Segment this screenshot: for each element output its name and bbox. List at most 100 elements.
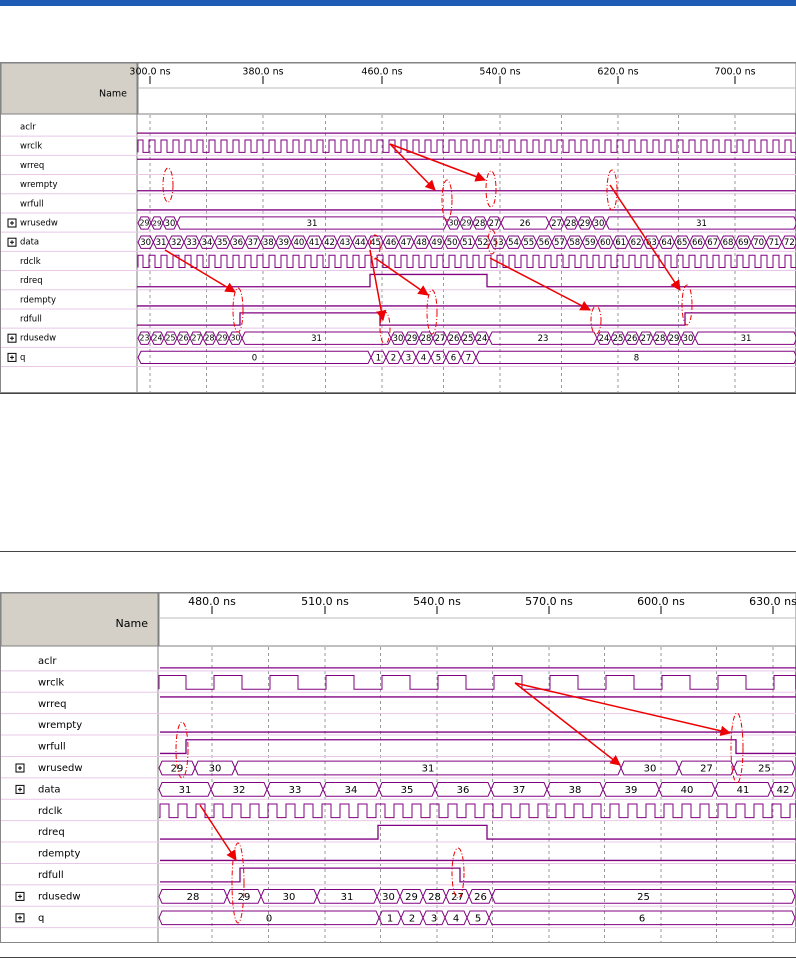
bus-value: 25 — [758, 764, 771, 775]
signal-name: wrusedw — [38, 763, 83, 774]
time-tick-label: 630.0 ns — [749, 595, 796, 608]
signal-name: rdclk — [20, 257, 41, 267]
highlight-ellipse — [606, 169, 618, 211]
bus-value: 67 — [707, 238, 718, 248]
expand-plus — [10, 336, 14, 341]
bus-value: 6 — [639, 913, 645, 924]
clock-wave — [137, 254, 796, 269]
signal-name: data — [20, 238, 39, 248]
annotation-arrow — [369, 249, 387, 322]
highlight-ellipse — [232, 287, 244, 333]
bus-value: 28 — [205, 334, 215, 343]
time-tick-label: 540.0 ns — [413, 595, 461, 608]
time-tick-label: 380.0 ns — [242, 67, 283, 78]
signal-name: rdclk — [38, 806, 63, 817]
bus-value: 24 — [599, 333, 610, 343]
annotation-arrow — [389, 143, 436, 191]
bus-value: 34 — [345, 785, 358, 796]
name-header-label: Name — [116, 617, 149, 630]
bus-value: 7 — [466, 353, 471, 363]
highlight-ellipse — [231, 842, 245, 924]
bus-value: 24 — [153, 334, 163, 343]
bus-value: 37 — [248, 238, 259, 248]
bus-value: 28 — [655, 333, 666, 343]
bus-value: 59 — [585, 238, 596, 248]
bus-value: 30 — [165, 218, 176, 228]
time-tick-label: 700.0 ns — [714, 67, 755, 78]
bus-value: 3 — [406, 353, 411, 363]
bus-value: 29 — [462, 219, 472, 228]
panel-frame — [0, 62, 796, 393]
signal-name: wrclk — [20, 142, 42, 152]
bus-value: 28 — [421, 333, 432, 343]
bus-value: 30 — [644, 764, 657, 775]
bus-value: 38 — [569, 785, 582, 796]
signal-name: q — [20, 353, 25, 363]
bus-segment — [770, 782, 796, 797]
signal-name: wrclk — [38, 677, 64, 688]
highlight-ellipse — [441, 179, 453, 221]
bus-value: 28 — [566, 218, 577, 228]
bus-value: 28 — [475, 218, 486, 228]
bus-value: 33 — [289, 785, 302, 796]
expand-plus — [10, 355, 14, 360]
highlight-ellipse — [681, 284, 693, 326]
bus-value: 29 — [407, 333, 418, 343]
expand-plus — [18, 894, 22, 899]
bus-value: 25 — [166, 334, 176, 343]
signal-name: wrempty — [20, 180, 58, 190]
bus-value: 36 — [232, 238, 243, 248]
bus-value: 29 — [580, 218, 591, 228]
bus-value: 70 — [753, 238, 764, 248]
bus-value: 31 — [422, 764, 435, 775]
bus-value: 40 — [681, 785, 694, 796]
signal-name: rdreq — [20, 276, 43, 286]
bus-value: 29 — [152, 219, 162, 228]
bit-wave — [160, 824, 796, 840]
bus-value: 33 — [186, 238, 197, 248]
signal-name: rdreq — [38, 827, 65, 838]
bus-value: 68 — [723, 238, 734, 248]
bus-value: 30 — [449, 219, 459, 228]
bus-value: 23 — [140, 334, 150, 343]
bus-value: 42 — [777, 785, 790, 796]
bus-segment — [605, 216, 796, 230]
bus-value: 35 — [401, 785, 414, 796]
bus-value: 25 — [463, 333, 474, 343]
expand-plus — [18, 766, 22, 770]
highlight-ellipse — [590, 305, 602, 335]
bus-value: 27 — [435, 333, 446, 343]
highlight-ellipse — [175, 721, 189, 779]
time-tick-label: 600.0 ns — [637, 595, 685, 608]
bus-value: 30 — [594, 218, 605, 228]
bus-value: 69 — [738, 238, 749, 248]
clock-wave — [137, 139, 796, 153]
highlight-ellipse — [369, 234, 381, 260]
annotation-arrow — [609, 184, 681, 291]
signal-name: wrreq — [38, 699, 67, 710]
signal-name: rdusedw — [20, 334, 56, 344]
highlight-ellipse — [162, 167, 174, 203]
bus-value: 23 — [538, 334, 549, 344]
bus-value: 30 — [683, 333, 694, 343]
bus-value: 3 — [431, 913, 437, 924]
bus-value: 27 — [192, 334, 202, 343]
bus-value: 29 — [669, 333, 680, 343]
bus-value: 2 — [391, 353, 396, 363]
expand-plus — [10, 221, 14, 225]
bus-value: 5 — [436, 353, 441, 363]
bus-value: 25 — [613, 333, 624, 343]
bus-value: 54 — [508, 238, 519, 248]
bus-value: 71 — [769, 238, 780, 248]
annotation-arrow — [514, 682, 732, 736]
waveform-panel: Name 480.0 ns 510.0 ns 540.0 ns 570.0 ns 600.… — [0, 592, 796, 943]
highlight-ellipse — [451, 847, 465, 899]
signal-name: wrfull — [20, 199, 44, 209]
annotation-arrow — [514, 682, 621, 766]
bus-segment — [475, 350, 796, 365]
signal-name: q — [38, 913, 44, 924]
bit-wave — [160, 739, 796, 755]
name-header — [0, 592, 159, 647]
signal-name: wrfull — [38, 742, 66, 753]
